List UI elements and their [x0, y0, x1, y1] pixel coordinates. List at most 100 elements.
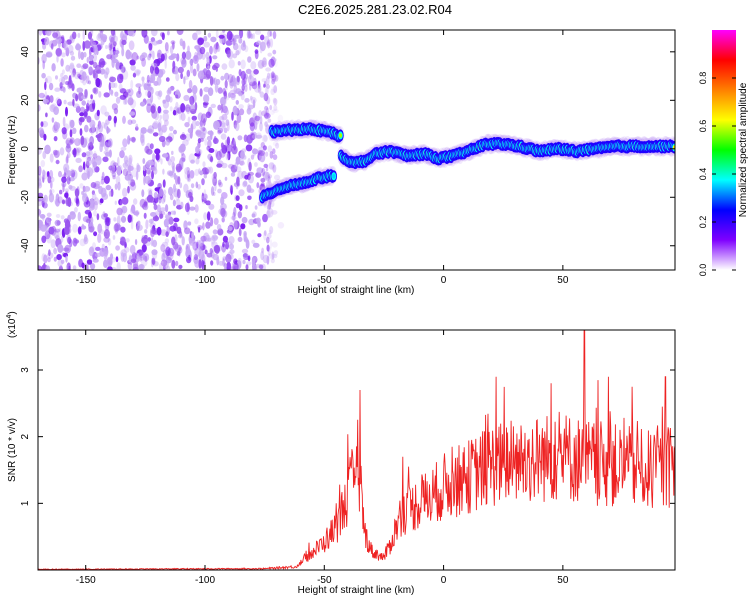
spectrogram-noise-cell — [165, 204, 169, 213]
spectrogram-noise-cell — [144, 145, 150, 154]
spectrogram-noise-cell — [272, 141, 279, 147]
spectrogram-noise-cell — [235, 202, 241, 209]
spectrogram-noise-cell — [175, 260, 179, 267]
spectrogram-noise-cell — [199, 88, 203, 97]
spectrogram-noise-cell — [271, 86, 278, 93]
spectrogram-noise-cell — [120, 236, 126, 246]
spectrogram-noise-cell — [127, 185, 130, 194]
spectrogram-noise-cell — [242, 253, 248, 259]
spectrogram-noise-cell — [136, 164, 141, 173]
spectrogram-noise-cell — [141, 244, 147, 253]
spectrogram-noise-cell — [248, 161, 252, 172]
spectrogram-noise-cell — [261, 167, 266, 177]
spectrogram-noise-cell — [251, 239, 256, 244]
spectrogram-noise-cell — [82, 63, 89, 69]
spectrogram-noise-cell — [132, 266, 139, 270]
spectrogram-noise-cell — [115, 224, 120, 232]
spectrogram-noise-cell — [262, 145, 267, 151]
spectrogram-noise-cell — [250, 61, 257, 70]
spectrogram-noise-cell — [91, 165, 96, 173]
snr-series-line — [38, 330, 675, 570]
spectrogram-noise-cell — [247, 56, 252, 63]
spectrogram-noise-cell — [190, 159, 196, 164]
spectrogram-noise-cell — [270, 258, 275, 264]
spectrogram-noise-cell — [189, 103, 196, 112]
spectrogram-noise-cell — [220, 196, 225, 206]
spectrogram-noise-cell — [54, 219, 61, 227]
spectrogram-noise-cell — [53, 106, 59, 115]
spectrogram-noise-cell — [93, 45, 98, 55]
spectrogram-noise-cell — [127, 262, 133, 270]
spectrogram-noise-cell — [105, 151, 110, 157]
spectrogram-noise-cell — [210, 103, 216, 109]
spectrogram-noise-cell — [64, 188, 69, 193]
spectrogram-noise-cell — [107, 238, 112, 246]
spectrogram-noise-cell — [81, 191, 84, 195]
spectrogram-noise-cell — [104, 71, 109, 79]
spectrogram-noise-cell — [265, 166, 269, 172]
spectrogram-noise-cell — [273, 85, 278, 94]
spectrogram-noise-cell — [129, 244, 136, 255]
spectrogram-noise-cell — [229, 249, 235, 254]
spectrogram-noise-cell — [200, 113, 207, 123]
spectrogram-x-tick-label: 0 — [441, 275, 447, 286]
spectrogram-noise-cell — [191, 85, 198, 95]
spectrogram-noise-cell — [195, 157, 200, 165]
spectrogram-noise-cell — [41, 235, 47, 244]
spectrogram-noise-cell — [90, 127, 94, 136]
spectrogram-noise-cell — [165, 77, 170, 82]
spectrogram-noise-cell — [165, 246, 171, 257]
spectrogram-noise-cell — [164, 238, 170, 244]
spectrogram-noise-cell — [63, 163, 70, 173]
spectrogram-noise-cell — [102, 156, 109, 163]
spectrogram-noise-cell — [131, 52, 139, 62]
spectrogram-noise-cell — [271, 251, 275, 260]
spectrogram-noise-cell — [150, 237, 154, 247]
spectrogram-noise-cell — [244, 84, 248, 92]
spectrogram-noise-cell — [242, 181, 248, 188]
spectrogram-noise-cell — [125, 89, 131, 94]
spectrogram-noise-cell — [152, 132, 159, 137]
spectrogram-noise-cell — [180, 103, 186, 113]
spectrogram-noise-cell — [226, 136, 231, 146]
spectrogram-noise-cell — [263, 80, 267, 87]
spectrogram-noise-cell — [181, 236, 185, 246]
spectrogram-noise-cell — [266, 210, 270, 219]
spectrogram-noise-cell — [154, 111, 160, 121]
spectrogram-noise-cell — [103, 122, 108, 130]
spectrogram-noise-cell — [72, 265, 77, 270]
spectrogram-noise-cell — [136, 252, 140, 263]
spectrogram-noise-cell — [88, 66, 93, 76]
spectrogram-noise-cell — [274, 74, 279, 82]
spectrogram-noise-cell — [83, 236, 89, 245]
spectrogram-noise-cell — [65, 264, 69, 270]
spectrogram-noise-cell — [171, 259, 176, 269]
spectrogram-noise-cell — [77, 73, 81, 79]
spectrogram-noise-cell — [212, 235, 219, 240]
spectrogram-noise-cell — [170, 40, 176, 45]
spectrogram-noise-cell — [192, 32, 198, 41]
spectrogram-noise-cell — [113, 115, 118, 124]
spectrogram-noise-cell — [206, 211, 211, 221]
spectrogram-noise-cell — [212, 64, 217, 71]
spectrogram-noise-cell — [122, 33, 128, 38]
spectrogram-noise-cell — [93, 150, 97, 161]
spectrogram-noise-cell — [188, 191, 193, 198]
spectrogram-noise-cell — [128, 157, 132, 167]
spectrogram-noise-cell — [143, 234, 148, 240]
spectrogram-noise-cell — [198, 249, 205, 260]
spectrogram-noise-cell — [171, 150, 174, 155]
spectrogram-noise-cell — [141, 52, 148, 59]
spectrogram-noise-cell — [49, 153, 54, 163]
spectrogram-y-label: Frequency (Hz) — [7, 116, 18, 185]
spectrogram-noise-cell — [113, 223, 119, 232]
spectrogram-noise-cell — [171, 67, 175, 73]
spectrogram-noise-cell — [127, 164, 132, 173]
snr-x-ticks: -150 -100 -50 0 50 — [76, 330, 569, 586]
spectrogram-noise-cell — [235, 100, 239, 105]
spectrogram-noise-cell — [57, 149, 60, 156]
spectrogram-noise-cell — [274, 174, 281, 181]
spectrogram-noise-cell — [66, 175, 71, 185]
spectrogram-noise-cell — [131, 167, 138, 178]
spectrogram-noise-cell — [165, 139, 171, 146]
